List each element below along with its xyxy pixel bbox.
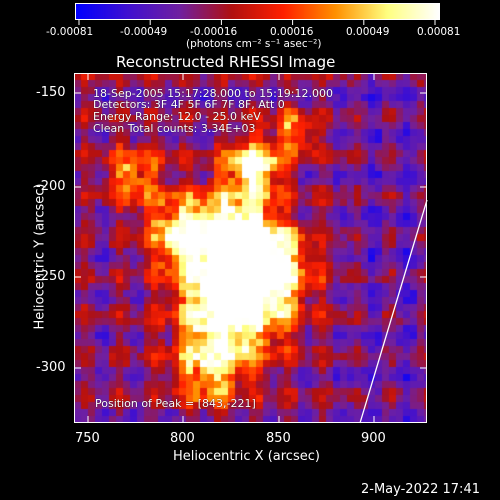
y-tick-label: -200: [36, 179, 66, 194]
colorbar-tick-label: -0.00049: [120, 26, 168, 38]
x-tick-label: 800: [170, 431, 195, 446]
peak-position-label: Position of Peak = [843,-221]: [95, 397, 256, 410]
colorbar-tick-label: 0.00081: [417, 26, 461, 38]
colorbar-tick-label: -0.00081: [46, 26, 94, 38]
footer-timestamp: 2-May-2022 17:41: [361, 482, 480, 497]
detectors-label: Detectors: 3F 4F 5F 6F 7F 8F, Att 0: [93, 98, 285, 111]
energy-range-label: Energy Range: 12.0 - 25.0 keV: [93, 110, 261, 123]
colorbar-tick-label: 0.00016: [270, 26, 314, 38]
colorbar-unit-label: (photons cm⁻² s⁻¹ asec⁻²): [186, 38, 322, 50]
y-tick-label: -250: [36, 269, 66, 284]
time-range-label: 18-Sep-2005 15:17:28.000 to 15:19:12.000: [93, 87, 333, 100]
y-tick-label: -300: [36, 360, 66, 375]
x-axis-label: Heliocentric X (arcsec): [173, 449, 320, 464]
colorbar-tick-label: -0.00016: [190, 26, 238, 38]
x-tick-label: 850: [266, 431, 291, 446]
plot-title: Reconstructed RHESSI Image: [116, 53, 336, 71]
y-tick-label: -150: [36, 85, 66, 100]
x-tick-label: 750: [75, 431, 100, 446]
x-tick-label: 900: [361, 431, 386, 446]
clean-counts-label: Clean Total counts: 3.34E+03: [93, 122, 256, 135]
y-axis-label: Heliocentric Y (arcsec): [32, 183, 48, 330]
colorbar-ticks: [78, 20, 436, 25]
colorbar-tick-label: 0.00049: [346, 26, 390, 38]
colorbar: [75, 3, 440, 20]
